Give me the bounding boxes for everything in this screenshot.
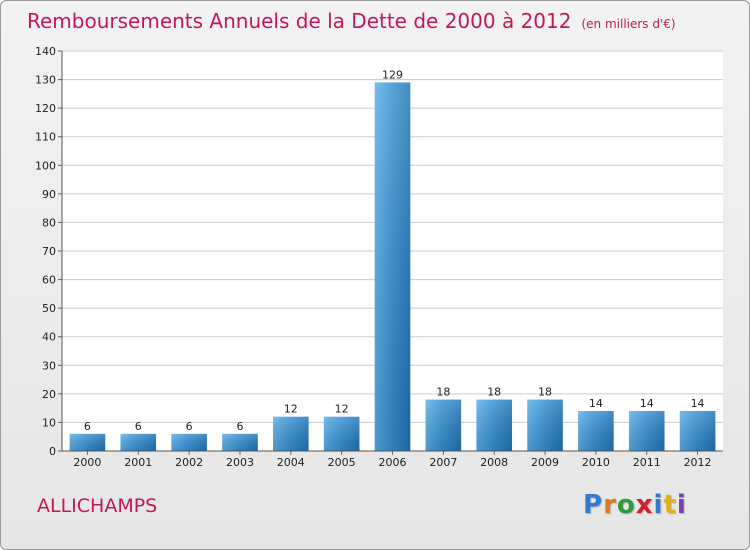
x-tick-label: 2011: [633, 456, 661, 469]
data-label: 12: [335, 403, 349, 416]
data-label: 14: [691, 397, 705, 410]
bar-shade: [679, 411, 716, 451]
y-tick-label: 40: [42, 331, 56, 344]
bar-shade: [69, 433, 106, 451]
data-label: 14: [640, 397, 654, 410]
y-tick-label: 60: [42, 274, 56, 287]
x-tick-label: 2009: [531, 456, 559, 469]
chart-unit: (en milliers d'€): [581, 17, 676, 31]
y-tick-label: 90: [42, 188, 56, 201]
data-label: 18: [487, 386, 501, 399]
logo-letter: i: [653, 490, 664, 520]
y-tick-label: 120: [35, 102, 56, 115]
chart-title: Remboursements Annuels de la Dette de 20…: [27, 9, 676, 33]
data-label: 14: [589, 397, 603, 410]
commune-name: ALLICHAMPS: [37, 495, 158, 517]
logo-letter: t: [663, 490, 677, 520]
x-tick-label: 2006: [379, 456, 407, 469]
x-tick-label: 2002: [175, 456, 203, 469]
bar-shade: [374, 82, 411, 451]
y-tick-label: 100: [35, 159, 56, 172]
x-tick-label: 2005: [328, 456, 356, 469]
bar-shade: [273, 416, 309, 451]
data-label: 6: [135, 420, 142, 433]
data-label: 6: [84, 420, 91, 433]
bar-shade: [323, 416, 360, 451]
y-tick-label: 0: [49, 445, 56, 458]
bar-shade: [120, 433, 157, 451]
axes: 0 10 20 30 40 50 60 70 80 90 100 110 120 130 140 2000 20…: [35, 45, 723, 469]
x-tick-label: 2010: [582, 456, 610, 469]
y-tick-label: 80: [42, 216, 56, 229]
y-tick-label: 10: [42, 416, 56, 429]
logo-letter: x: [635, 490, 654, 520]
y-tick-label: 130: [35, 74, 56, 87]
bar-shade: [425, 399, 462, 451]
y-tick-label: 20: [42, 388, 56, 401]
data-label: 12: [284, 403, 298, 416]
x-tick-label: 2012: [684, 456, 712, 469]
y-tick-label: 70: [42, 245, 56, 258]
data-label: 6: [236, 420, 243, 433]
logo-letter: o: [616, 490, 636, 520]
x-tick-label: 2003: [226, 456, 254, 469]
y-tick-label: 50: [42, 302, 56, 315]
bar-shade: [628, 411, 665, 451]
bar-shade: [476, 399, 512, 451]
bar-shade: [578, 411, 614, 451]
y-tick-label: 110: [35, 131, 56, 144]
data-label: 18: [436, 386, 450, 399]
data-label: 6: [186, 420, 193, 433]
y-tick-label: 30: [42, 359, 56, 372]
data-label: 129: [382, 68, 403, 81]
logo-letter: r: [603, 490, 617, 520]
logo-letter: P: [583, 490, 604, 520]
x-tick-label: 2007: [429, 456, 457, 469]
chart-title-text: Remboursements Annuels de la Dette de 20…: [27, 9, 572, 33]
x-tick-label: 2000: [73, 456, 101, 469]
bar-shade: [222, 433, 258, 451]
bars: 6 6 6 6 12 12 129 18 18 18 14 14 14: [69, 68, 716, 451]
data-label: 18: [538, 386, 552, 399]
x-tick-label: 2001: [124, 456, 152, 469]
x-tick-label: 2008: [480, 456, 508, 469]
y-tick-label: 140: [35, 45, 56, 58]
logo-letter: i: [676, 490, 687, 520]
bar-shade: [171, 433, 207, 451]
x-tick-label: 2004: [277, 456, 305, 469]
proxiti-logo: Proxiti: [583, 490, 687, 520]
bar-shade: [527, 399, 563, 451]
